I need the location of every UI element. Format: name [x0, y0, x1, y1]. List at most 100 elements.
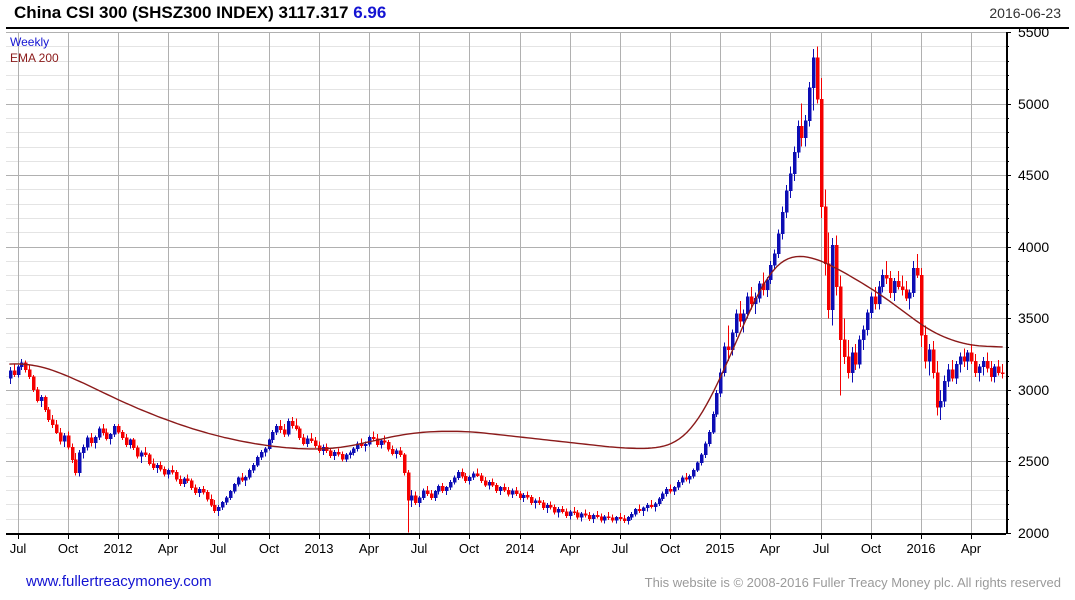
y-tick-mark-minor	[1006, 476, 1009, 477]
x-tick-label: Jul	[611, 541, 629, 556]
y-tick-label: 5500	[1018, 24, 1050, 40]
x-tick-mark	[871, 534, 872, 539]
x-tick-mark	[218, 534, 219, 539]
title-text: China CSI 300 (SHSZ300 INDEX) 3117.317	[14, 3, 349, 22]
y-tick-label: 2000	[1018, 525, 1050, 541]
y-tick-label: 4000	[1018, 239, 1050, 255]
quote-date: 2016-06-23	[989, 5, 1061, 21]
y-tick-mark-minor	[1006, 161, 1009, 162]
y-tick-mark-minor	[1006, 46, 1009, 47]
x-tick-label: 2016	[906, 541, 936, 556]
x-tick-label: Apr	[960, 541, 982, 556]
chart-header: China CSI 300 (SHSZ300 INDEX) 3117.317 6…	[0, 0, 1075, 29]
x-tick-mark	[921, 534, 922, 539]
y-tick-label: 3000	[1018, 382, 1050, 398]
y-tick-mark-minor	[1006, 433, 1009, 434]
x-tick-label: Oct	[860, 541, 882, 556]
x-tick-label: Oct	[659, 541, 681, 556]
header-divider	[6, 27, 1069, 29]
copyright-text: This website is © 2008-2016 Fuller Treac…	[644, 575, 1061, 590]
x-tick-label: Jul	[209, 541, 227, 556]
y-tick-mark-minor	[1006, 189, 1009, 190]
x-tick-mark	[520, 534, 521, 539]
y-tick-mark-minor	[1006, 89, 1009, 90]
candle-series[interactable]	[8, 46, 1005, 533]
grid-minor	[6, 46, 1006, 520]
y-tick-mark-minor	[1006, 447, 1009, 448]
plot-area[interactable]	[6, 32, 1006, 534]
y-axis: 2000 2500 3000 3500 4000 4500 5000 5500	[1006, 24, 1075, 568]
y-tick-mark-minor	[1006, 361, 1009, 362]
x-tick-label: Jul	[812, 541, 830, 556]
x-tick-label: Oct	[458, 541, 480, 556]
x-tick-mark	[620, 534, 621, 539]
y-tick-mark	[1006, 104, 1011, 105]
price-change: 6.96	[353, 3, 387, 22]
x-tick-mark	[168, 534, 169, 539]
x-tick-mark	[720, 534, 721, 539]
grid-major	[6, 32, 1006, 534]
y-tick-mark	[1006, 390, 1011, 391]
x-tick-mark	[821, 534, 822, 539]
y-tick-mark-minor	[1006, 347, 1009, 348]
y-tick-mark	[1006, 175, 1011, 176]
y-tick-mark	[1006, 247, 1011, 248]
x-tick-label: Oct	[57, 541, 79, 556]
y-tick-mark-minor	[1006, 232, 1009, 233]
x-tick-mark	[971, 534, 972, 539]
x-axis-line	[6, 533, 1006, 535]
x-tick-label: Apr	[559, 541, 581, 556]
x-tick-label: Jul	[9, 541, 27, 556]
grid-vertical	[18, 32, 972, 533]
y-tick-mark-minor	[1006, 118, 1009, 119]
y-tick-label: 3500	[1018, 310, 1050, 326]
x-tick-mark	[369, 534, 370, 539]
x-tick-mark	[419, 534, 420, 539]
site-url-link[interactable]: www.fullertreacymoney.com	[26, 573, 212, 590]
ema-200-line	[9, 255, 1003, 450]
plot-border	[6, 32, 1006, 533]
y-tick-mark-minor	[1006, 519, 1009, 520]
y-tick-mark-minor	[1006, 376, 1009, 377]
y-tick-mark-minor	[1006, 333, 1009, 334]
x-tick-mark	[269, 534, 270, 539]
y-tick-mark-minor	[1006, 304, 1009, 305]
y-tick-mark-minor	[1006, 218, 1009, 219]
y-tick-mark-minor	[1006, 504, 1009, 505]
y-tick-mark	[1006, 318, 1011, 319]
y-tick-label: 4500	[1018, 167, 1050, 183]
y-tick-mark-minor	[1006, 75, 1009, 76]
x-tick-mark	[770, 534, 771, 539]
y-tick-label: 5000	[1018, 96, 1050, 112]
x-axis: Jul Oct 2012 Apr Jul Oct 2013 Apr Jul Oct 2014 Apr J…	[0, 533, 1075, 568]
x-tick-label: Oct	[258, 541, 280, 556]
x-tick-label: Apr	[157, 541, 179, 556]
x-tick-mark	[670, 534, 671, 539]
x-tick-label: Apr	[759, 541, 781, 556]
chart-footer: www.fullertreacymoney.com This website i…	[0, 568, 1075, 600]
y-tick-mark-minor	[1006, 204, 1009, 205]
y-tick-mark	[1006, 533, 1011, 534]
y-axis-line	[1006, 32, 1008, 534]
y-tick-label: 2500	[1018, 453, 1050, 469]
candlestick-plot[interactable]	[6, 32, 1006, 534]
x-tick-label: 2012	[103, 541, 133, 556]
y-tick-mark-minor	[1006, 261, 1009, 262]
x-tick-label: 2015	[705, 541, 735, 556]
x-tick-label: 2013	[304, 541, 334, 556]
x-tick-label: Jul	[410, 541, 428, 556]
x-tick-mark	[570, 534, 571, 539]
x-tick-mark	[319, 534, 320, 539]
x-tick-label: 2014	[505, 541, 535, 556]
y-tick-mark-minor	[1006, 275, 1009, 276]
y-tick-mark-minor	[1006, 147, 1009, 148]
y-tick-mark	[1006, 461, 1011, 462]
chart-container[interactable]: Weekly EMA 200 2000 2500 3000 3500 4000 4500 5…	[0, 24, 1075, 568]
y-tick-mark-minor	[1006, 490, 1009, 491]
x-tick-mark	[68, 534, 69, 539]
page-title: China CSI 300 (SHSZ300 INDEX) 3117.317 6…	[14, 3, 386, 23]
y-tick-mark-minor	[1006, 290, 1009, 291]
y-tick-mark-minor	[1006, 132, 1009, 133]
x-tick-mark	[18, 534, 19, 539]
y-tick-mark-minor	[1006, 61, 1009, 62]
